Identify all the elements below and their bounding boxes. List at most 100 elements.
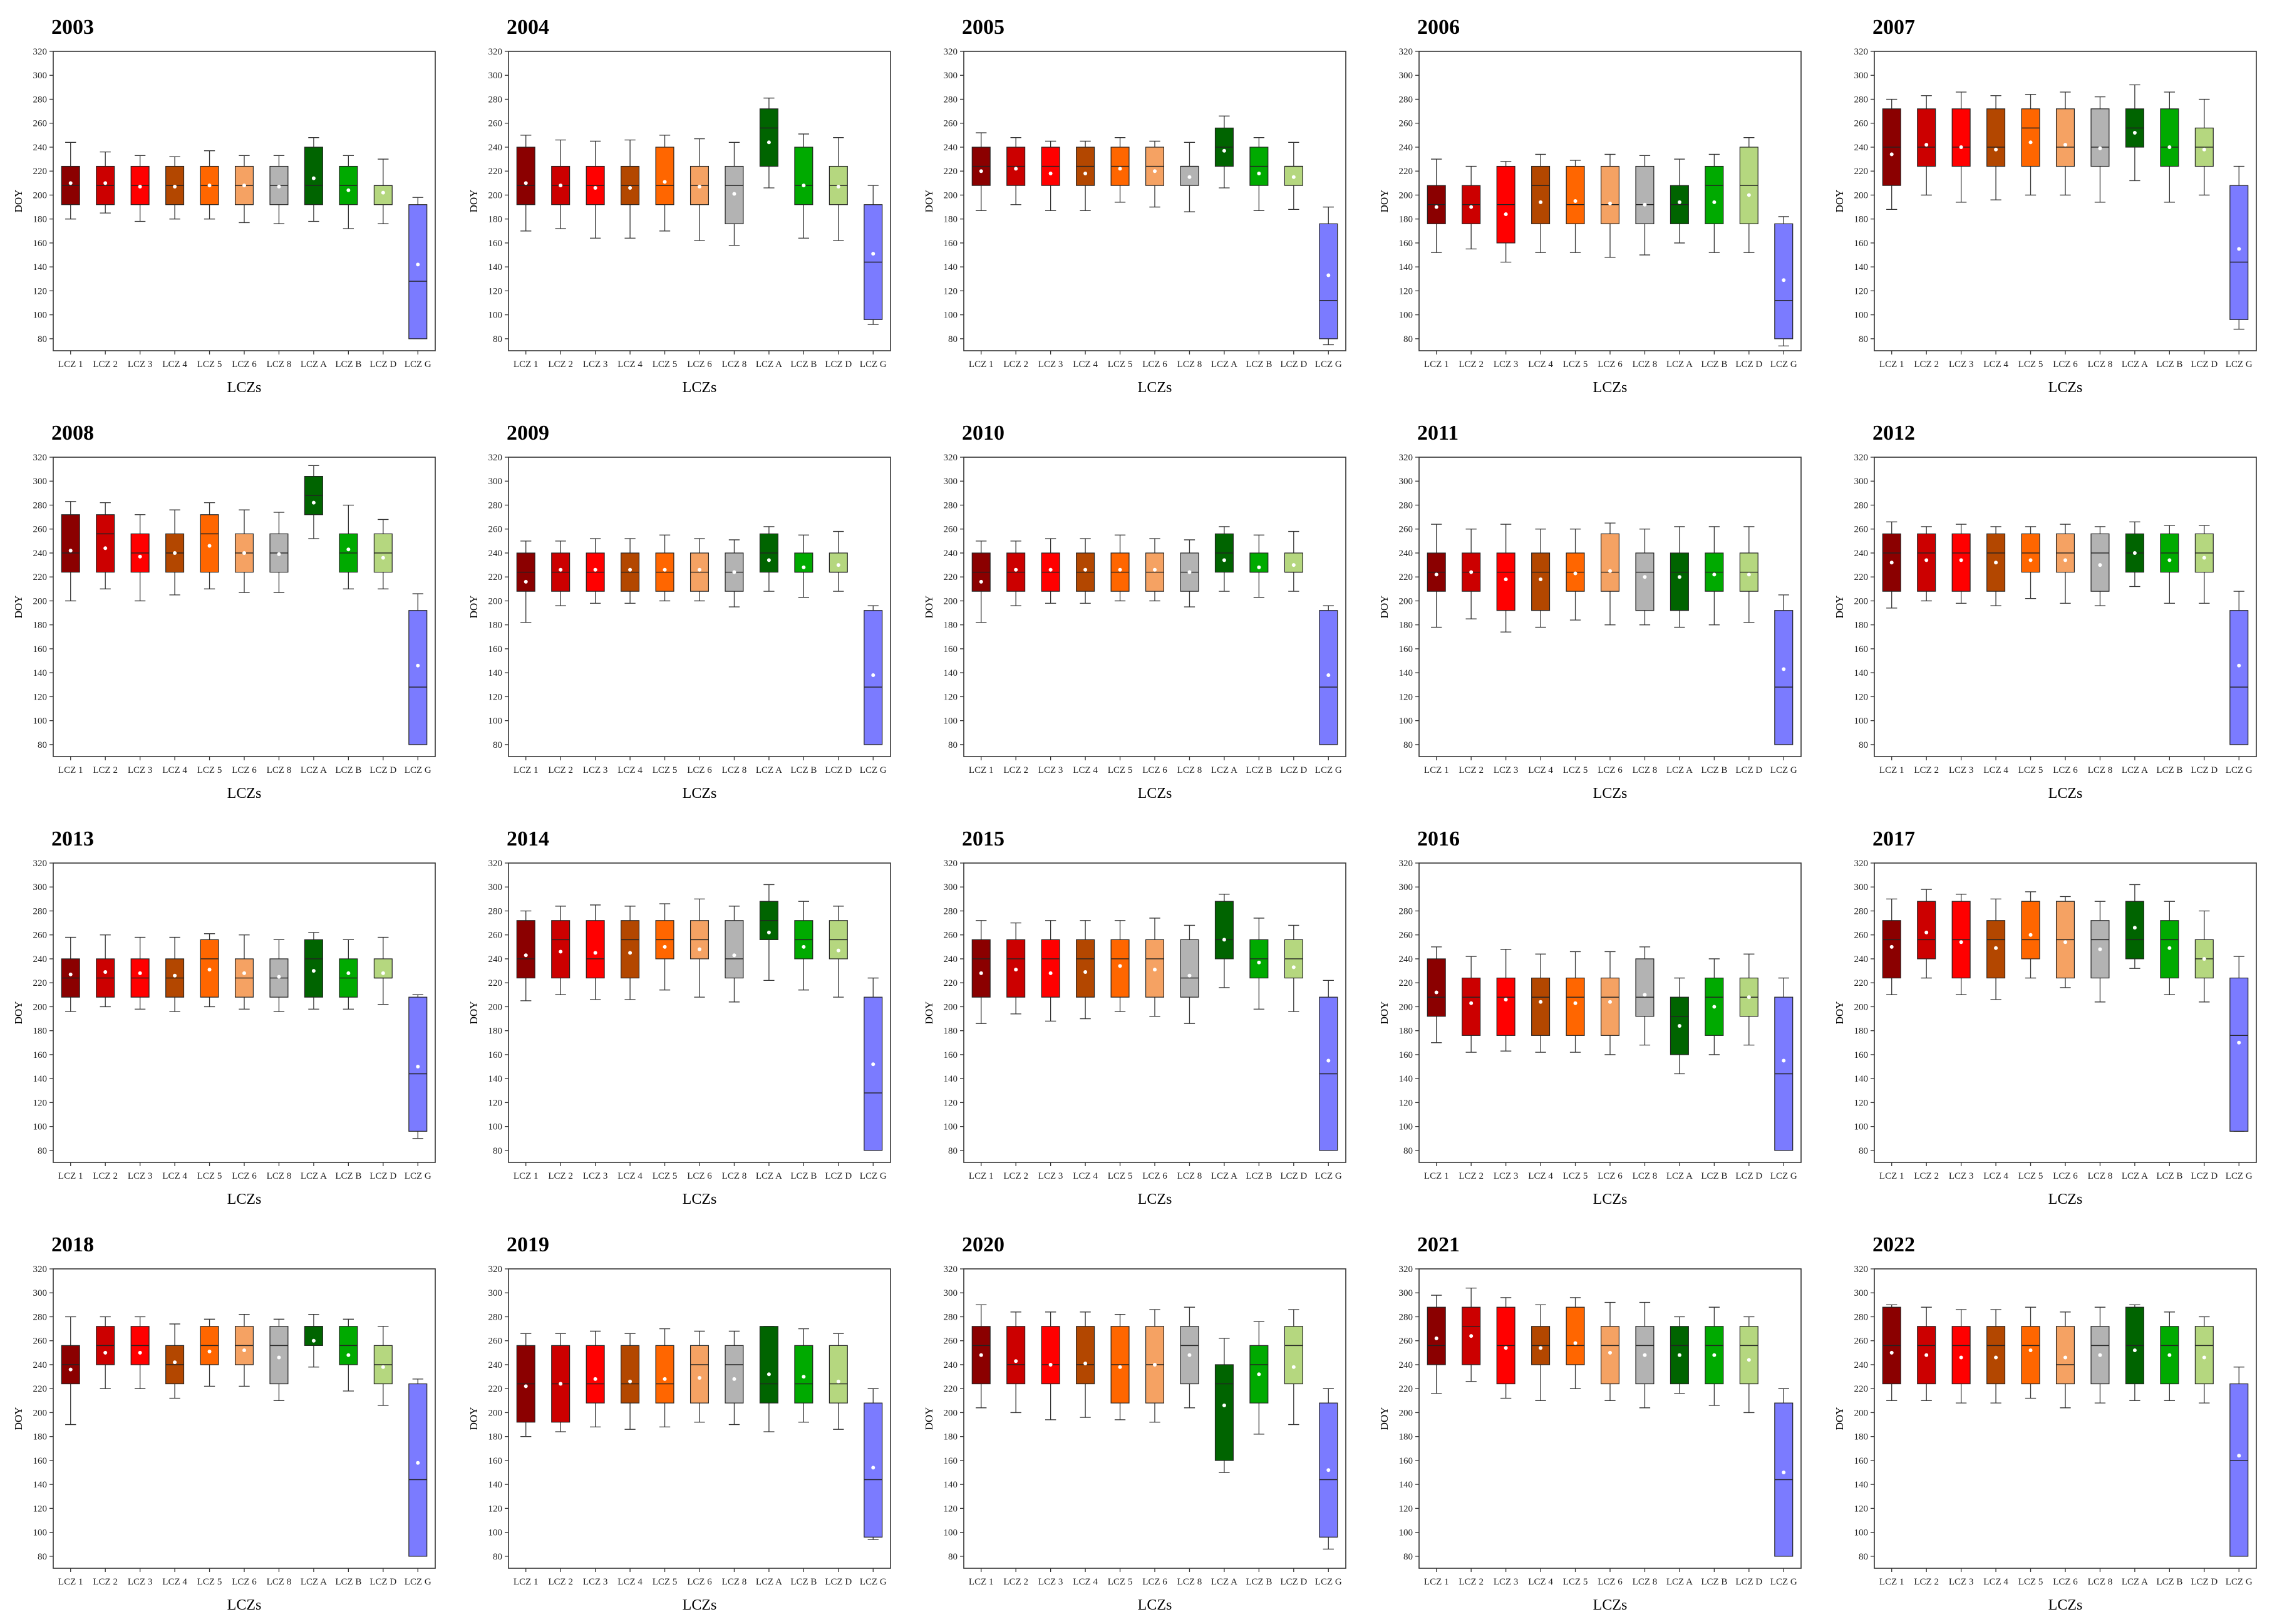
- y-tick-label: 160: [1399, 239, 1413, 249]
- panel-2013: 2013 80 100 120 140 160 180 200 220 240 260 280 300 3…: [0, 812, 455, 1218]
- y-tick-label: 160: [1399, 644, 1413, 654]
- x-tick-label: LCZ 6: [1142, 1577, 1167, 1587]
- mean-marker: [1153, 968, 1157, 972]
- y-tick-label: 280: [1399, 906, 1413, 916]
- x-tick-label: LCZ G: [405, 359, 431, 370]
- x-tick-label: LCZ G: [1315, 765, 1342, 775]
- plot-frame: [963, 457, 1346, 757]
- box-lcz-a: [1670, 1316, 1689, 1394]
- y-tick-label: 180: [1854, 215, 1869, 225]
- y-tick-label: 260: [1399, 119, 1413, 129]
- y-tick-label: 180: [1399, 1432, 1413, 1442]
- x-tick-label: LCZ 4: [1528, 1577, 1553, 1587]
- box-lcz-5: [200, 150, 219, 220]
- mean-marker: [346, 971, 351, 975]
- y-tick-label: 120: [488, 692, 503, 702]
- box-lcz-3: [586, 538, 605, 604]
- mean-marker: [242, 551, 246, 555]
- mean-marker: [311, 1338, 316, 1343]
- box-iqr: [2125, 901, 2144, 959]
- box-lcz-1: [61, 1316, 80, 1425]
- box-lcz-g: [2229, 1367, 2249, 1557]
- x-tick-label: LCZ D: [369, 1577, 396, 1587]
- y-axis-title: DOY: [1378, 596, 1390, 619]
- mean-marker: [698, 567, 701, 572]
- y-tick-label: 160: [488, 239, 503, 249]
- x-tick-label: LCZ 2: [1003, 1577, 1028, 1587]
- y-tick-label: 120: [1399, 286, 1413, 296]
- panel-2004: 2004 80 100 120 140 160 180 200 220 240 260 280 300 3…: [455, 0, 911, 406]
- chart-svg-2007: 2007 80 100 120 140 160 180 200 220 240 260 280 300 3…: [1834, 16, 2257, 396]
- x-tick-label: LCZ 2: [548, 1577, 573, 1587]
- box-iqr: [408, 204, 428, 339]
- panel-2022: 2022 80 100 120 140 160 180 200 220 240 260 280 300 3…: [1821, 1218, 2276, 1623]
- x-tick-label: LCZ A: [756, 359, 782, 370]
- box-iqr: [1076, 939, 1095, 998]
- box-iqr: [829, 1345, 848, 1404]
- box-iqr: [1739, 1326, 1758, 1385]
- box-iqr: [96, 514, 115, 573]
- box-iqr: [794, 1345, 813, 1404]
- mean-marker: [1608, 1000, 1612, 1004]
- y-tick-label: 260: [1399, 525, 1413, 535]
- x-tick-label: LCZ 2: [1003, 765, 1028, 775]
- x-tick-label: LCZ B: [335, 1171, 361, 1181]
- plot-frame: [53, 457, 436, 757]
- x-tick-label: LCZ D: [1735, 359, 1762, 370]
- x-tick-label: LCZ 1: [1424, 765, 1449, 775]
- y-tick-label: 320: [33, 47, 48, 57]
- box-iqr: [655, 1345, 674, 1404]
- mean-marker: [2028, 933, 2033, 937]
- mean-marker: [2063, 558, 2067, 562]
- mean-marker: [1257, 565, 1261, 569]
- mean-marker: [559, 184, 563, 188]
- box-iqr: [1462, 977, 1481, 1036]
- box-lcz-a: [1670, 158, 1689, 244]
- y-tick-label: 280: [33, 1312, 48, 1322]
- x-tick-label: LCZ B: [2156, 1577, 2182, 1587]
- box-lcz-4: [621, 906, 640, 1000]
- x-tick-label: LCZ 8: [267, 1577, 292, 1587]
- mean-marker: [1326, 673, 1331, 677]
- box-iqr: [200, 514, 219, 573]
- x-tick-label: LCZ 3: [1949, 1577, 1974, 1587]
- y-tick-label: 80: [1859, 334, 1868, 344]
- y-tick-label: 240: [488, 549, 503, 559]
- mean-marker: [1187, 973, 1192, 978]
- x-tick-label: LCZ 6: [2053, 1171, 2078, 1181]
- box-lcz-b: [339, 939, 358, 1010]
- y-tick-label: 280: [488, 906, 503, 916]
- box-lcz-4: [1986, 95, 2006, 200]
- mean-marker: [524, 953, 528, 958]
- x-tick-label: LCZ 5: [653, 359, 678, 370]
- mean-marker: [1924, 143, 1929, 147]
- x-tick-label: LCZ 2: [1459, 765, 1484, 775]
- y-tick-label: 280: [33, 500, 48, 510]
- box-lcz-8: [725, 906, 744, 1003]
- box-iqr: [2021, 901, 2040, 959]
- box-lcz-6: [1600, 522, 1620, 626]
- mean-marker: [1048, 1362, 1053, 1367]
- box-iqr: [689, 1345, 710, 1404]
- box-lcz-d: [1739, 137, 1758, 253]
- y-tick-label: 280: [1854, 95, 1869, 105]
- y-tick-label: 220: [944, 978, 958, 988]
- chart-svg-2016: 2016 80 100 120 140 160 180 200 220 240 260 280 300 3…: [1378, 827, 1802, 1208]
- box-iqr: [2090, 108, 2110, 167]
- box-iqr: [1600, 977, 1620, 1036]
- x-tick-label: LCZ 3: [1949, 765, 1974, 775]
- mean-marker: [1222, 148, 1226, 153]
- panel-year-label: 2003: [51, 16, 94, 39]
- box-iqr: [864, 610, 883, 745]
- y-tick-label: 160: [944, 239, 958, 249]
- mean-marker: [2132, 1348, 2137, 1353]
- mean-marker: [1222, 1403, 1226, 1407]
- x-tick-label: LCZ 1: [58, 1577, 83, 1587]
- box-iqr: [1041, 1326, 1060, 1385]
- x-tick-label: LCZ G: [1770, 765, 1797, 775]
- box-lcz-3: [586, 140, 605, 239]
- y-tick-label: 180: [33, 215, 48, 225]
- box-lcz-6: [234, 1314, 254, 1387]
- y-tick-label: 300: [33, 882, 48, 892]
- x-tick-label: LCZ 3: [1038, 765, 1063, 775]
